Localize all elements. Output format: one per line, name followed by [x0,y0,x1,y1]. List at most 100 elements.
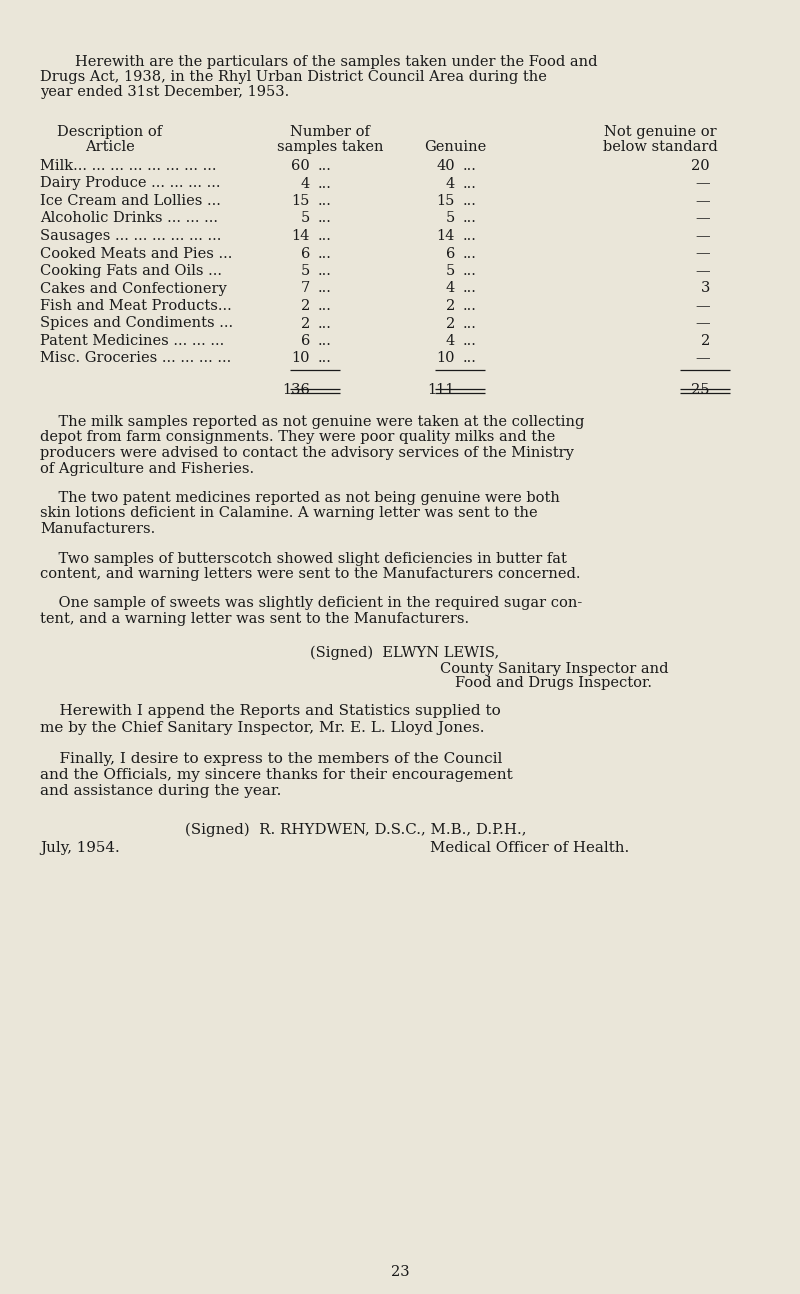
Text: 10: 10 [437,352,455,365]
Text: Milk... ... ... ... ... ... ... ...: Milk... ... ... ... ... ... ... ... [40,159,217,173]
Text: —: — [695,176,710,190]
Text: year ended 31st December, 1953.: year ended 31st December, 1953. [40,85,290,100]
Text: Genuine: Genuine [424,140,486,154]
Text: 5: 5 [301,264,310,278]
Text: 15: 15 [437,194,455,208]
Text: 4: 4 [446,282,455,295]
Text: ...: ... [463,211,477,225]
Text: ...: ... [318,317,332,330]
Text: ...: ... [463,194,477,208]
Text: ...: ... [318,194,332,208]
Text: 2: 2 [446,317,455,330]
Text: 23: 23 [390,1266,410,1278]
Text: ...: ... [318,246,332,260]
Text: 4: 4 [446,176,455,190]
Text: Cooked Meats and Pies ...: Cooked Meats and Pies ... [40,246,232,260]
Text: 14: 14 [437,229,455,243]
Text: of Agriculture and Fisheries.: of Agriculture and Fisheries. [40,462,254,475]
Text: The two patent medicines reported as not being genuine were both: The two patent medicines reported as not… [40,490,560,505]
Text: and the Officials, my sincere thanks for their encouragement: and the Officials, my sincere thanks for… [40,769,513,782]
Text: 111: 111 [428,383,455,397]
Text: 25: 25 [691,383,710,397]
Text: and assistance during the year.: and assistance during the year. [40,784,282,798]
Text: ...: ... [463,282,477,295]
Text: tent, and a warning letter was sent to the Manufacturers.: tent, and a warning letter was sent to t… [40,612,469,626]
Text: —: — [695,317,710,330]
Text: depot from farm consignments. They were poor quality milks and the: depot from farm consignments. They were … [40,431,555,445]
Text: 10: 10 [291,352,310,365]
Text: 2: 2 [701,334,710,348]
Text: 5: 5 [446,211,455,225]
Text: —: — [695,352,710,365]
Text: Herewith are the particulars of the samples taken under the Food and: Herewith are the particulars of the samp… [75,56,598,69]
Text: ...: ... [318,264,332,278]
Text: Article: Article [85,140,135,154]
Text: ...: ... [463,264,477,278]
Text: —: — [695,229,710,243]
Text: 14: 14 [292,229,310,243]
Text: samples taken: samples taken [277,140,383,154]
Text: ...: ... [318,282,332,295]
Text: producers were advised to contact the advisory services of the Ministry: producers were advised to contact the ad… [40,446,574,459]
Text: Alcoholic Drinks ... ... ...: Alcoholic Drinks ... ... ... [40,211,218,225]
Text: ...: ... [318,159,332,173]
Text: Misc. Groceries ... ... ... ...: Misc. Groceries ... ... ... ... [40,352,231,365]
Text: —: — [695,264,710,278]
Text: July, 1954.: July, 1954. [40,841,120,855]
Text: Cakes and Confectionery: Cakes and Confectionery [40,282,226,295]
Text: Finally, I desire to express to the members of the Council: Finally, I desire to express to the memb… [40,752,502,766]
Text: 20: 20 [691,159,710,173]
Text: ...: ... [463,159,477,173]
Text: ...: ... [463,246,477,260]
Text: Sausages ... ... ... ... ... ...: Sausages ... ... ... ... ... ... [40,229,222,243]
Text: ...: ... [463,229,477,243]
Text: Description of: Description of [58,126,162,138]
Text: ...: ... [463,176,477,190]
Text: 3: 3 [701,282,710,295]
Text: Not genuine or: Not genuine or [604,126,716,138]
Text: ...: ... [463,317,477,330]
Text: 4: 4 [301,176,310,190]
Text: 6: 6 [301,334,310,348]
Text: The milk samples reported as not genuine were taken at the collecting: The milk samples reported as not genuine… [40,415,584,430]
Text: below standard: below standard [602,140,718,154]
Text: ...: ... [318,352,332,365]
Text: County Sanitary Inspector and: County Sanitary Inspector and [440,661,669,675]
Text: content, and warning letters were sent to the Manufacturers concerned.: content, and warning letters were sent t… [40,567,581,581]
Text: me by the Chief Sanitary Inspector, Mr. E. L. Lloyd Jones.: me by the Chief Sanitary Inspector, Mr. … [40,721,485,735]
Text: Spices and Condiments ...: Spices and Condiments ... [40,317,233,330]
Text: ...: ... [318,176,332,190]
Text: Dairy Produce ... ... ... ...: Dairy Produce ... ... ... ... [40,176,221,190]
Text: ...: ... [463,299,477,313]
Text: 136: 136 [282,383,310,397]
Text: Herewith I append the Reports and Statistics supplied to: Herewith I append the Reports and Statis… [40,704,501,718]
Text: Two samples of butterscotch showed slight deficiencies in butter fat: Two samples of butterscotch showed sligh… [40,551,567,565]
Text: 7: 7 [301,282,310,295]
Text: ...: ... [463,352,477,365]
Text: ...: ... [318,211,332,225]
Text: 60: 60 [291,159,310,173]
Text: 40: 40 [436,159,455,173]
Text: Number of: Number of [290,126,370,138]
Text: 2: 2 [446,299,455,313]
Text: Medical Officer of Health.: Medical Officer of Health. [430,841,630,855]
Text: Cooking Fats and Oils ...: Cooking Fats and Oils ... [40,264,222,278]
Text: Drugs Act, 1938, in the Rhyl Urban District Council Area during the: Drugs Act, 1938, in the Rhyl Urban Distr… [40,70,547,84]
Text: skin lotions deficient in Calamine. A warning letter was sent to the: skin lotions deficient in Calamine. A wa… [40,506,538,520]
Text: 15: 15 [292,194,310,208]
Text: ...: ... [318,229,332,243]
Text: ...: ... [463,334,477,348]
Text: Manufacturers.: Manufacturers. [40,521,155,536]
Text: 2: 2 [301,317,310,330]
Text: —: — [695,299,710,313]
Text: 4: 4 [446,334,455,348]
Text: Ice Cream and Lollies ...: Ice Cream and Lollies ... [40,194,221,208]
Text: Food and Drugs Inspector.: Food and Drugs Inspector. [455,677,652,691]
Text: 5: 5 [446,264,455,278]
Text: 6: 6 [446,246,455,260]
Text: 2: 2 [301,299,310,313]
Text: —: — [695,246,710,260]
Text: —: — [695,194,710,208]
Text: —: — [695,211,710,225]
Text: ...: ... [318,299,332,313]
